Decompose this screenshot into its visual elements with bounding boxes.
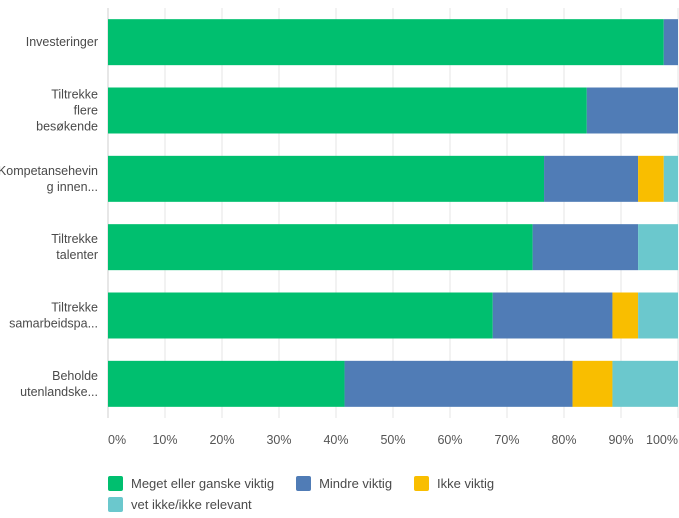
x-tick-label: 100%: [646, 433, 678, 447]
legend-item: Ikke viktig: [414, 476, 494, 491]
x-tick-label: 50%: [380, 433, 405, 447]
x-tick-label: 60%: [437, 433, 462, 447]
x-axis-ticks: 0% 10% 20% 30% 40% 50% 60% 70% 80% 90% 100%: [108, 433, 678, 447]
bar-segment: [108, 19, 664, 66]
x-tick-label: 40%: [323, 433, 348, 447]
bar-segment: [108, 155, 545, 202]
bar-segment: [492, 292, 613, 339]
x-tick-label: 70%: [494, 433, 519, 447]
bar-segment: [663, 155, 678, 202]
x-tick-label: 10%: [152, 433, 177, 447]
x-tick-label: 0%: [108, 433, 126, 447]
category-label: Investeringer: [26, 35, 98, 49]
legend-item: vet ikke/ikke relevant: [108, 497, 252, 512]
category-label: Tiltrekke flere besøkende: [36, 88, 98, 134]
legend-item: Mindre viktig: [296, 476, 392, 491]
x-tick-label: 90%: [608, 433, 633, 447]
category-label: Kompetansehevin g innen...: [0, 164, 98, 194]
x-tick-label: 30%: [266, 433, 291, 447]
legend-label: Mindre viktig: [319, 476, 393, 491]
bars: [108, 19, 678, 407]
category-labels: Investeringer Tiltrekke flere besøkende Komp…: [0, 35, 98, 399]
category-label: Beholde utenlandske...: [20, 369, 98, 399]
bar-segment: [638, 155, 664, 202]
x-tick-label: 20%: [209, 433, 234, 447]
bar-segment: [108, 292, 493, 339]
category-label: Tiltrekke talenter: [51, 232, 98, 262]
legend-item: Meget eller ganske viktig: [108, 476, 274, 491]
bar-segment: [108, 224, 533, 271]
gridlines: [107, 8, 679, 418]
legend-swatch: [296, 476, 312, 491]
bar-segment: [344, 360, 573, 407]
legend-swatch: [414, 476, 430, 491]
bar-segment: [612, 292, 639, 339]
legend-label: vet ikke/ikke relevant: [131, 497, 252, 512]
legend-label: Ikke viktig: [437, 476, 495, 491]
bar-segment: [532, 224, 639, 271]
x-tick-label: 80%: [551, 433, 576, 447]
legend: Meget eller ganske viktig Mindre viktig Ik…: [108, 476, 668, 518]
bar-segment: [663, 19, 678, 66]
legend-swatch: [108, 476, 123, 491]
legend-swatch: [108, 497, 123, 512]
bar-segment: [612, 360, 678, 407]
legend-label: Meget eller ganske viktig: [131, 476, 275, 491]
category-label: Tiltrekke samarbeidspa...: [9, 301, 98, 331]
bar-segment: [586, 87, 678, 134]
bar-segment: [638, 292, 678, 339]
bar-segment: [572, 360, 613, 407]
bar-segment: [108, 87, 587, 134]
bar-segment: [638, 224, 678, 271]
bar-segment: [108, 360, 345, 407]
bar-segment: [544, 155, 639, 202]
